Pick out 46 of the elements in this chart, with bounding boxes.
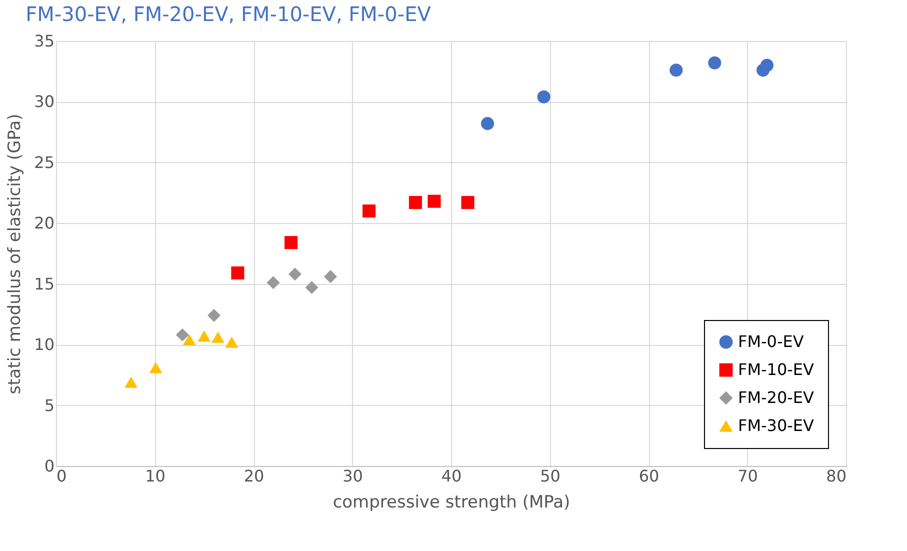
y-tick-label: 35 bbox=[34, 32, 54, 50]
x-tick-label: 0 bbox=[56, 466, 67, 486]
point bbox=[266, 276, 280, 290]
point bbox=[284, 236, 298, 250]
x-tick-label: 10 bbox=[145, 466, 166, 486]
point bbox=[182, 334, 196, 346]
point bbox=[324, 270, 338, 284]
x-tick-label: 30 bbox=[342, 466, 363, 486]
point bbox=[537, 90, 550, 104]
point bbox=[670, 64, 683, 77]
y-axis-title: static modulus of elasticity (GPa) bbox=[5, 114, 26, 394]
point bbox=[211, 332, 224, 343]
x-tick-label: 70 bbox=[738, 466, 758, 486]
point bbox=[198, 330, 211, 342]
y-tick-label: 30 bbox=[34, 92, 54, 112]
x-tick-label: 60 bbox=[638, 466, 660, 486]
point bbox=[124, 376, 138, 388]
y-tick-label: 25 bbox=[34, 152, 54, 172]
legend-label: FM-0-EV bbox=[738, 332, 804, 351]
y-tick-label: 15 bbox=[34, 274, 54, 294]
x-tick-label: 20 bbox=[244, 466, 264, 486]
x-tick-label: 80 bbox=[826, 466, 846, 486]
point bbox=[362, 204, 376, 218]
y-tick-label: 5 bbox=[44, 396, 54, 415]
x-axis-title: compressive strength (MPa) bbox=[332, 492, 570, 512]
point bbox=[231, 266, 244, 280]
point bbox=[708, 56, 722, 70]
point bbox=[305, 280, 318, 294]
chart-title: FM-30-EV, FM-20-EV, FM-10-EV, FM-0-EV bbox=[26, 2, 432, 26]
point bbox=[225, 336, 238, 348]
legend-label: FM-10-EV bbox=[738, 360, 814, 379]
y-tick-label: 20 bbox=[34, 214, 54, 233]
x-tick-label: 40 bbox=[441, 466, 462, 486]
x-tick-label: 50 bbox=[540, 466, 560, 486]
point bbox=[149, 362, 162, 374]
point bbox=[408, 196, 422, 210]
point bbox=[176, 328, 189, 342]
point bbox=[760, 58, 774, 72]
point bbox=[428, 194, 441, 208]
point bbox=[461, 196, 474, 210]
legend-label: FM-20-EV bbox=[738, 388, 814, 407]
point bbox=[481, 117, 494, 130]
point bbox=[207, 308, 221, 322]
point bbox=[288, 268, 302, 281]
legend-label: FM-30-EV bbox=[738, 416, 814, 435]
y-tick-label: 10 bbox=[34, 335, 54, 354]
